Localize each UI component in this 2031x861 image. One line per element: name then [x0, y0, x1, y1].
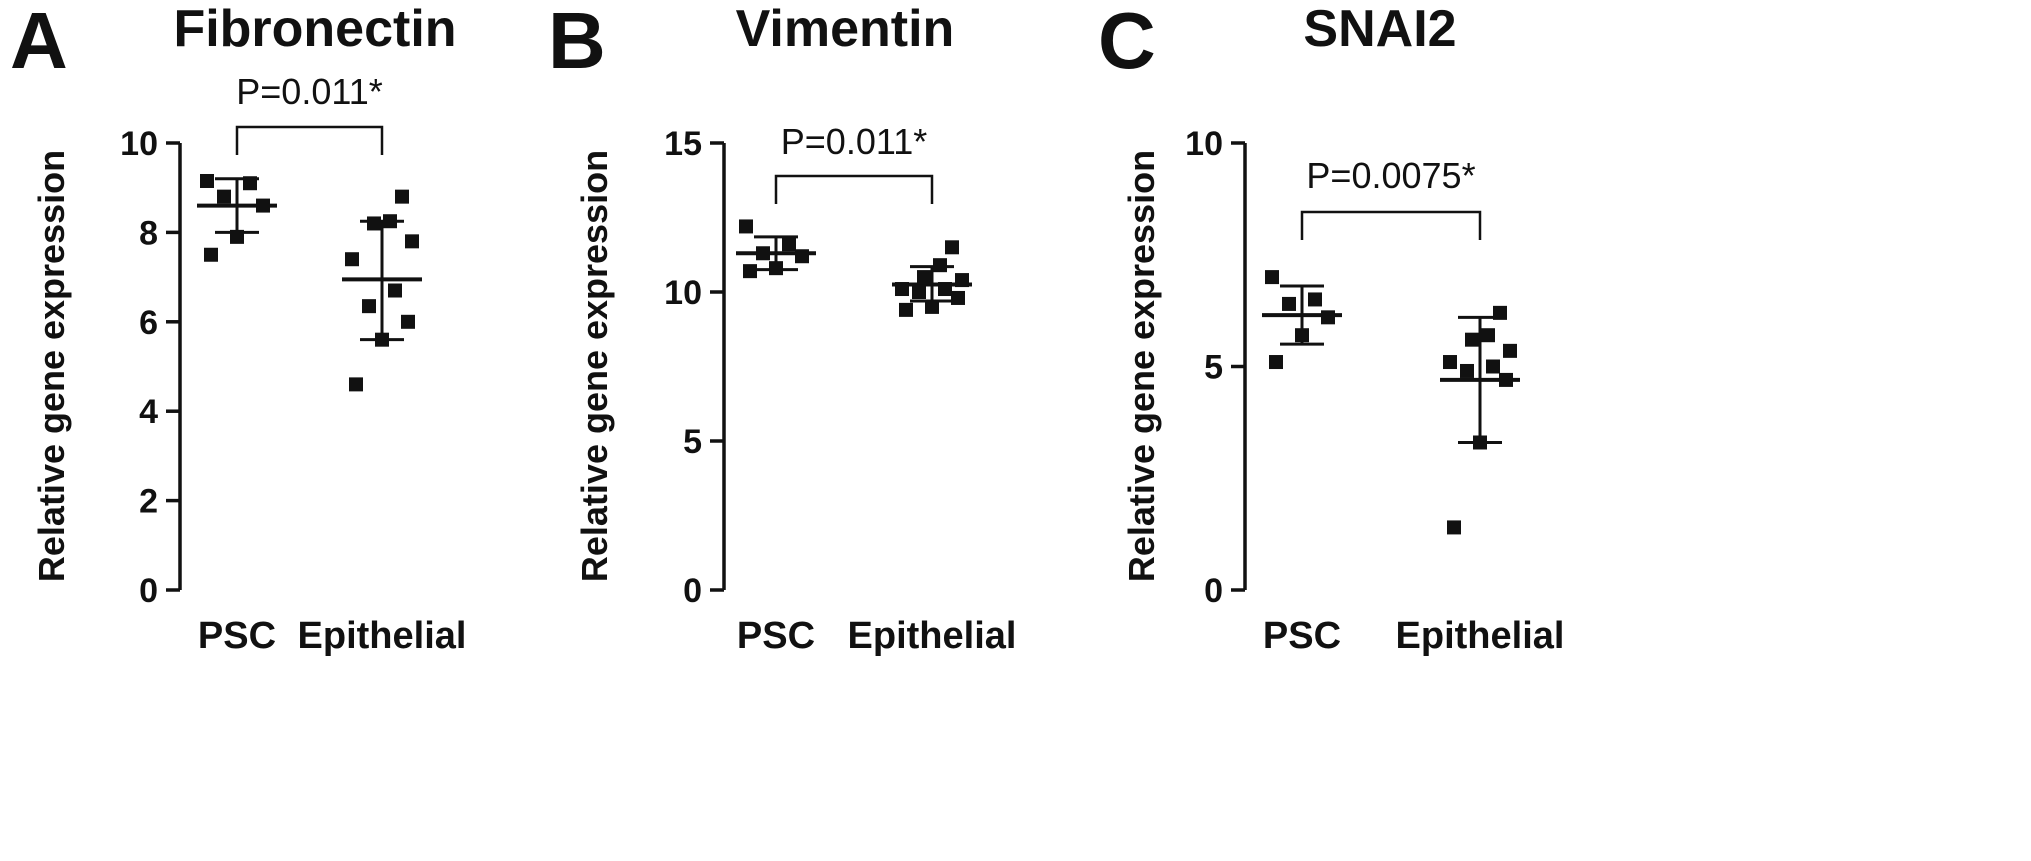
p-value-annotation: P=0.011*	[781, 121, 927, 162]
y-tick-label: 0	[139, 572, 158, 610]
y-tick-label: 6	[139, 304, 158, 342]
data-point	[743, 264, 757, 279]
data-point	[1499, 372, 1513, 387]
p-value-annotation: P=0.011*	[236, 71, 382, 112]
data-point	[1481, 328, 1495, 343]
data-point	[955, 273, 969, 288]
data-point	[395, 189, 409, 204]
x-category-label: PSC	[198, 615, 276, 657]
y-tick-label: 0	[1204, 572, 1223, 610]
significance-bracket	[235, 125, 384, 155]
y-tick-label: 8	[139, 214, 158, 252]
data-point	[200, 173, 214, 188]
y-tick-label: 5	[1204, 349, 1223, 387]
series-epithelial	[342, 189, 422, 392]
data-point	[217, 189, 231, 204]
series-epithelial	[1440, 305, 1520, 535]
data-point	[938, 282, 952, 297]
data-point	[1493, 305, 1507, 320]
y-tick-label: 10	[1185, 125, 1223, 163]
data-point	[401, 314, 415, 329]
data-point	[1460, 363, 1474, 378]
panel-a: A Fibronectin 0 2 4 6 8 10 Relative gene express…	[10, 0, 466, 657]
x-category-label: Epithelial	[1396, 615, 1565, 657]
x-category-label: Epithelial	[298, 615, 467, 657]
chart-title: Fibronectin	[173, 0, 456, 58]
panel-letter: A	[10, 0, 68, 85]
data-point	[204, 247, 218, 262]
data-point	[1443, 355, 1457, 370]
series-psc	[197, 173, 277, 262]
data-point	[1447, 520, 1461, 535]
y-axis-label: Relative gene expression	[574, 150, 615, 582]
data-point	[933, 258, 947, 273]
data-point	[917, 270, 931, 285]
significance-bracket	[1300, 210, 1482, 240]
y-tick-label: 10	[120, 125, 158, 163]
chart-title: SNAI2	[1303, 0, 1456, 58]
series-psc	[736, 219, 816, 279]
data-point	[349, 377, 363, 392]
y-tick-label: 0	[683, 572, 702, 610]
data-point	[367, 216, 381, 231]
data-point	[375, 332, 389, 347]
data-point	[951, 290, 965, 305]
data-point	[1465, 332, 1479, 347]
data-point	[1265, 270, 1279, 285]
panel-b: B Vimentin 0 5 10 15 Relative gene expression P…	[548, 0, 1016, 657]
data-point	[230, 229, 244, 244]
series-epithelial	[892, 240, 972, 317]
data-point	[1282, 296, 1296, 311]
x-category-label: Epithelial	[848, 615, 1017, 657]
significance-bracket	[774, 174, 934, 204]
data-point	[739, 219, 753, 234]
data-point	[899, 302, 913, 317]
y-axis-label: Relative gene expression	[1121, 150, 1162, 582]
data-point	[383, 214, 397, 229]
x-category-label: PSC	[737, 615, 815, 657]
data-point	[1503, 343, 1517, 358]
data-point	[1308, 292, 1322, 307]
data-point	[769, 261, 783, 276]
panel-letter: C	[1098, 0, 1156, 85]
p-value-annotation: P=0.0075*	[1306, 155, 1475, 196]
y-tick-label: 15	[664, 125, 702, 163]
data-point	[925, 299, 939, 314]
data-point	[243, 176, 257, 191]
data-point	[895, 282, 909, 297]
data-point	[945, 240, 959, 255]
y-tick-label: 4	[139, 393, 158, 431]
data-point	[1295, 328, 1309, 343]
data-point	[1473, 435, 1487, 450]
data-point	[388, 283, 402, 298]
data-point	[1486, 359, 1500, 374]
y-tick-label: 2	[139, 483, 158, 521]
panel-c: C SNAI2 0 5 10 Relative gene expression PSC Epi…	[1098, 0, 1564, 657]
data-point	[256, 198, 270, 213]
data-point	[362, 299, 376, 314]
x-category-label: PSC	[1263, 615, 1341, 657]
data-point	[795, 249, 809, 264]
series-psc	[1262, 270, 1342, 370]
data-point	[1269, 355, 1283, 370]
data-point	[345, 252, 359, 267]
data-point	[912, 285, 926, 299]
data-point	[782, 237, 796, 252]
data-point	[1321, 310, 1335, 325]
y-tick-label: 10	[664, 274, 702, 312]
data-point	[405, 234, 419, 249]
y-tick-label: 5	[683, 423, 702, 461]
panel-letter: B	[548, 0, 606, 85]
data-point	[756, 246, 770, 261]
chart-title: Vimentin	[736, 0, 955, 58]
y-axis-label: Relative gene expression	[31, 150, 72, 582]
